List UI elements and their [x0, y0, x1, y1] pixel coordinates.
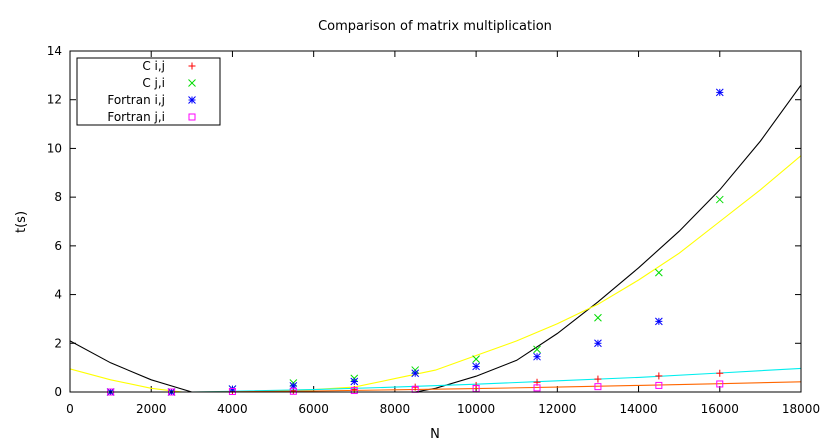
- data-point: [594, 383, 602, 391]
- legend-marker: [188, 113, 196, 121]
- data-point: [594, 313, 602, 322]
- x-tick-label: 10000: [457, 402, 495, 416]
- data-point: [715, 88, 724, 97]
- data-point: [472, 355, 480, 363]
- y-tick-label: 12: [47, 93, 62, 107]
- y-tick-label: 8: [54, 190, 62, 204]
- data-point: [228, 385, 237, 393]
- x-tick-label: 16000: [701, 402, 739, 416]
- fit-curve: [70, 155, 801, 392]
- legend-label: Fortran j,i: [107, 110, 165, 124]
- fit-curve: [145, 381, 801, 392]
- fit-curve: [70, 84, 801, 392]
- y-tick-label: 10: [47, 141, 62, 155]
- data-point: [533, 345, 541, 354]
- x-tick-label: 2000: [136, 402, 167, 416]
- x-tick-label: 0: [66, 402, 74, 416]
- x-tick-label: 12000: [538, 402, 576, 416]
- legend-label: Fortran i,j: [107, 93, 165, 107]
- data-point: [289, 387, 297, 395]
- x-tick-label: 6000: [298, 402, 329, 416]
- x-tick-label: 18000: [782, 402, 820, 416]
- data-point: [716, 369, 724, 377]
- data-point: [655, 268, 663, 277]
- legend: C i,j C j,i Fortran i,j Fortran j,i: [76, 57, 221, 126]
- y-axis-label: t(s): [14, 211, 29, 233]
- legend-marker: [188, 96, 196, 104]
- x-tick-label: 4000: [217, 402, 248, 416]
- y-tick-label: 6: [54, 239, 62, 253]
- fit-curve: [173, 367, 801, 392]
- y-tick-label: 4: [54, 288, 62, 302]
- data-point: [533, 384, 541, 392]
- data-point: [655, 381, 663, 389]
- chart-title: Comparison of matrix multiplication: [318, 19, 552, 34]
- plot-frame: [69, 50, 802, 393]
- data-point: [655, 317, 663, 326]
- legend-label: C j,i: [142, 76, 165, 90]
- fit-curves: [70, 84, 801, 392]
- data-point: [350, 377, 359, 386]
- legend-marker: [188, 62, 196, 70]
- y-tick-label: 14: [47, 44, 62, 58]
- data-point: [655, 372, 663, 380]
- legend-label: C i,j: [142, 59, 165, 73]
- data-point: [411, 383, 419, 391]
- data-point: [594, 375, 602, 383]
- legend-marker: [188, 79, 196, 87]
- x-axis-label: N: [430, 427, 440, 442]
- x-tick-label: 8000: [380, 402, 411, 416]
- legend-box: [76, 57, 221, 126]
- y-tick-label: 0: [54, 385, 62, 399]
- axis-ticks: 0 2000 4000 6000 8000 10000 12000 14000 16000 180…: [47, 44, 820, 416]
- y-tick-label: 2: [54, 336, 62, 350]
- x-tick-label: 14000: [619, 402, 657, 416]
- data-point: [594, 339, 602, 348]
- data-point: [472, 362, 480, 371]
- data-point: [533, 352, 541, 361]
- data-point: [350, 387, 358, 395]
- data-points: [106, 88, 724, 396]
- data-point: [715, 195, 724, 204]
- data-point: [411, 369, 420, 378]
- data-point: [716, 380, 724, 388]
